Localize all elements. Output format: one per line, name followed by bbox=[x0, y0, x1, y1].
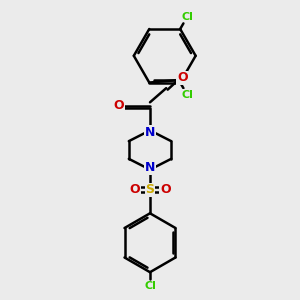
Text: Cl: Cl bbox=[181, 12, 193, 22]
Text: N: N bbox=[145, 161, 155, 174]
Text: O: O bbox=[114, 99, 124, 112]
Text: Cl: Cl bbox=[181, 90, 193, 100]
Text: O: O bbox=[177, 71, 188, 84]
Text: N: N bbox=[145, 126, 155, 139]
Text: S: S bbox=[146, 183, 154, 196]
Text: Cl: Cl bbox=[144, 281, 156, 291]
Text: O: O bbox=[129, 183, 140, 196]
Text: O: O bbox=[160, 183, 171, 196]
